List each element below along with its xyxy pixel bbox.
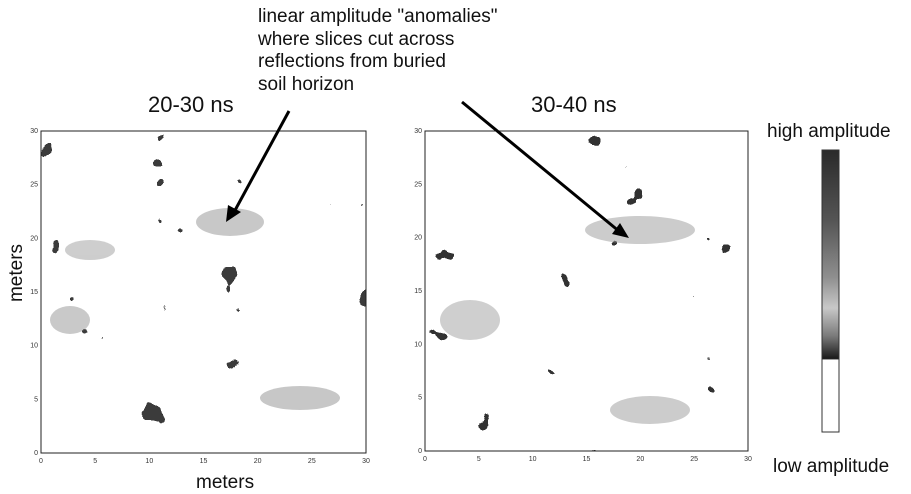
- x-axis-label: meters: [196, 472, 255, 493]
- right-x-tick-labels: 0 5 10 15 20 25 30: [423, 456, 752, 463]
- panel-title-30-40ns: 30-40 ns: [531, 92, 617, 117]
- right-y-tick-25: 25: [414, 181, 422, 188]
- annotation-arrow-right: [461, 100, 629, 238]
- left-x-tick-15: 15: [200, 458, 208, 465]
- left-y-tick-30: 30: [30, 128, 38, 135]
- right-y-tick-10: 10: [414, 341, 422, 348]
- right-y-tick-5: 5: [418, 395, 422, 402]
- amplitude-map-20-30ns: [40, 130, 367, 454]
- left-x-tick-25: 25: [308, 458, 316, 465]
- left-x-tick-20: 20: [254, 458, 262, 465]
- annotation-text: linear amplitude "anomalies" where slice…: [258, 6, 518, 96]
- right-x-tick-5: 5: [477, 456, 481, 463]
- legend-low-label: low amplitude: [773, 456, 890, 477]
- annotation-line-3: reflections from buried: [258, 51, 446, 72]
- right-y-tick-15: 15: [414, 288, 422, 295]
- left-y-tick-0: 0: [34, 450, 38, 457]
- right-x-tick-15: 15: [583, 456, 591, 463]
- annotation-line-4: soil horizon: [258, 73, 355, 95]
- amplitude-color-scale: [821, 149, 840, 433]
- left-y-tick-5: 5: [34, 396, 38, 403]
- left-x-tick-0: 0: [39, 458, 43, 465]
- panel-title-20-30ns: 20-30 ns: [148, 92, 234, 117]
- left-x-tick-5: 5: [93, 458, 97, 465]
- left-y-tick-labels: 0 5 10 15 20 25 30: [30, 128, 38, 457]
- right-x-tick-30: 30: [744, 456, 752, 463]
- annotation-line-1: linear amplitude "anomalies": [258, 6, 498, 27]
- left-y-tick-25: 25: [30, 182, 38, 189]
- right-y-tick-labels: 0 5 10 15 20 25 30: [414, 128, 422, 455]
- left-x-tick-10: 10: [145, 458, 153, 465]
- left-x-tick-labels: 0 5 10 15 20 25 30: [39, 458, 370, 465]
- right-x-tick-25: 25: [690, 456, 698, 463]
- annotation-arrow-left: [226, 110, 291, 222]
- left-x-tick-30: 30: [362, 458, 370, 465]
- right-x-tick-0: 0: [423, 456, 427, 463]
- left-y-tick-10: 10: [30, 343, 38, 350]
- right-x-tick-20: 20: [636, 456, 644, 463]
- legend-high-label: high amplitude: [767, 121, 891, 142]
- right-y-tick-0: 0: [418, 448, 422, 455]
- right-y-tick-30: 30: [414, 128, 422, 135]
- right-y-tick-20: 20: [414, 235, 422, 242]
- annotation-line-2: where slices cut across: [258, 28, 455, 50]
- left-y-tick-20: 20: [30, 235, 38, 242]
- amplitude-map-30-40ns: [424, 130, 749, 452]
- right-x-tick-10: 10: [529, 456, 537, 463]
- left-y-tick-15: 15: [30, 289, 38, 296]
